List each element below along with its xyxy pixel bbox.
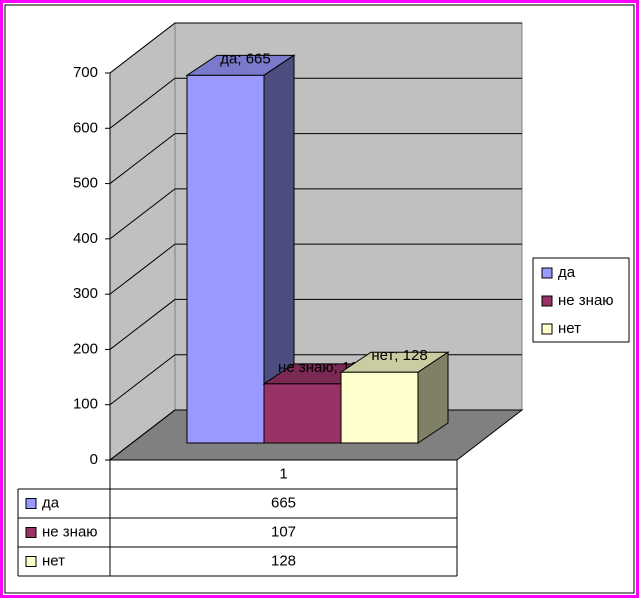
table-value: 107: [271, 523, 296, 540]
y-tick-label: 400: [73, 230, 98, 247]
grid-line: [109, 188, 522, 240]
grid-line: [109, 243, 522, 295]
table-row-label: нет: [42, 552, 65, 569]
table-header: 1: [279, 465, 287, 482]
y-tick-label: 300: [73, 285, 98, 302]
chart-border: [4, 4, 635, 594]
y-tick-label: 200: [73, 340, 98, 357]
y-tick-label: 500: [73, 175, 98, 192]
y-tick-label: 700: [73, 64, 98, 81]
grid-line: [109, 77, 522, 129]
table-value: 665: [271, 494, 296, 511]
table-value: 128: [271, 552, 296, 569]
legend-label: да: [558, 264, 576, 281]
legend-swatch: [541, 295, 553, 307]
bar: [340, 371, 419, 444]
data-label: нет; 128: [371, 347, 427, 364]
grid-line: [109, 133, 522, 184]
grid-line: [109, 298, 522, 350]
table-swatch: [25, 556, 37, 567]
table-row-label: да: [42, 494, 60, 511]
table-swatch: [25, 527, 37, 538]
legend-swatch: [541, 323, 553, 335]
y-tick-label: 0: [90, 451, 98, 468]
table-row-label: не знаю: [42, 523, 98, 540]
side-wall: [109, 21, 176, 462]
legend-label: нет: [558, 320, 581, 337]
y-tick-label: 100: [73, 396, 98, 413]
legend-label: не знаю: [558, 292, 614, 309]
legend-swatch: [541, 267, 553, 279]
bar: [263, 383, 342, 444]
table-swatch: [25, 498, 37, 509]
grid-line: [109, 22, 522, 74]
data-label: да; 665: [220, 50, 270, 67]
bar: [186, 74, 265, 444]
y-tick-label: 600: [73, 119, 98, 136]
